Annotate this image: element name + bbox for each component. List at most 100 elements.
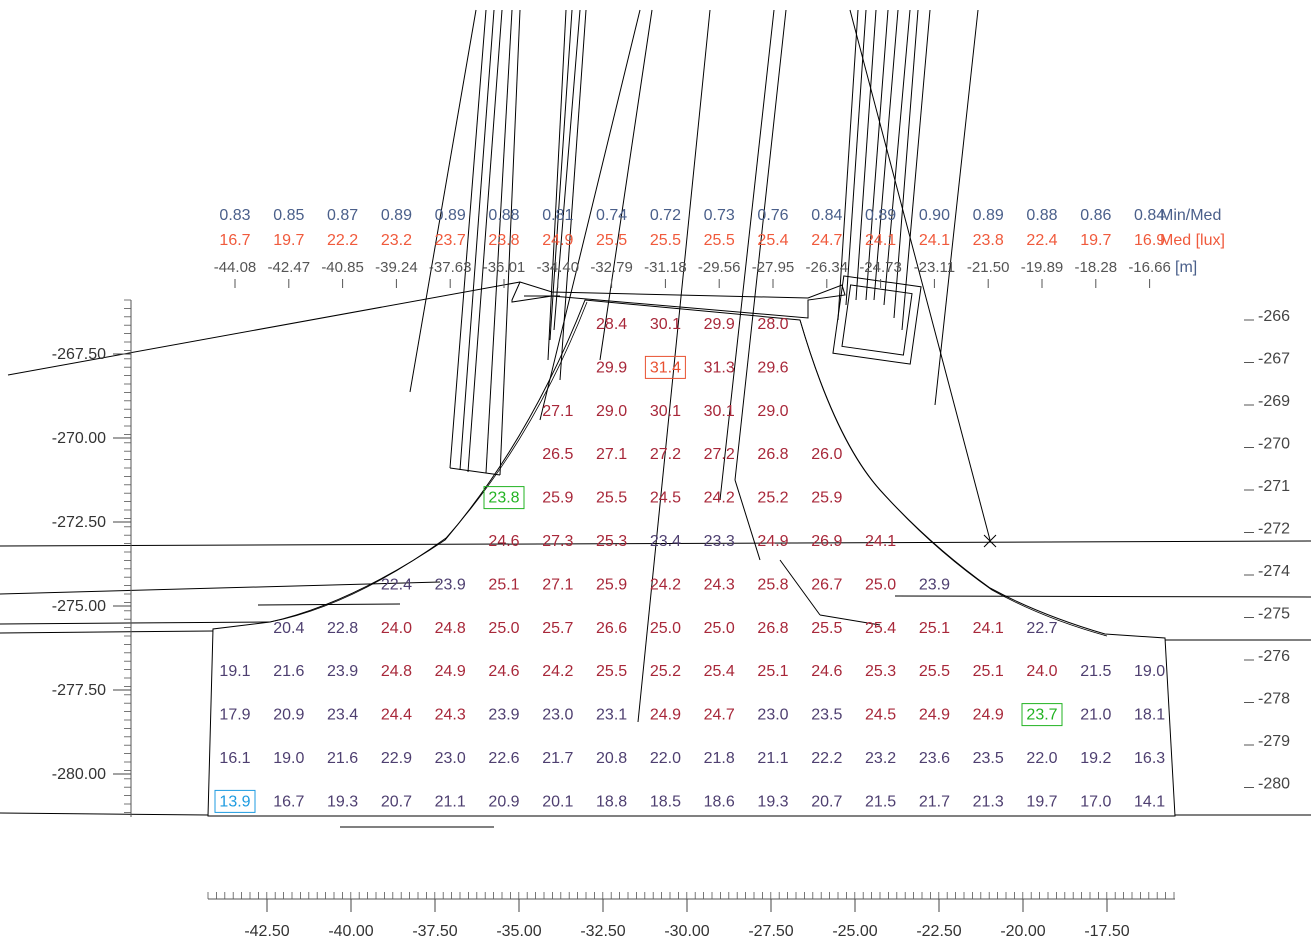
bottom-tick-label: -20.00 [1000,923,1045,940]
ratio-value: 0.74 [596,207,627,224]
median-value: 25.5 [704,232,735,249]
grid-value: 22.4 [381,576,412,593]
structure-outline [511,281,846,319]
grid-value: 25.2 [757,490,788,507]
x-position-value: -24.73 [859,259,902,276]
left-tick-label: -275.00 [52,598,106,615]
grid-value: 25.9 [596,576,627,593]
grid-value: 26.6 [596,620,627,637]
grid-value: 22.7 [1026,620,1057,637]
grid-value: 23.4 [327,707,358,724]
x-position-value: -32.79 [590,259,633,276]
grid-value: 25.4 [704,663,735,680]
right-tick-label: -271 [1258,478,1290,495]
grid-value: 13.9 [219,793,250,810]
median-value: 19.7 [273,232,304,249]
left-tick-label: -277.50 [52,682,106,699]
grid-value: 22.9 [381,750,412,767]
bottom-tick-label: -42.50 [244,923,289,940]
x-position-value: -37.63 [429,259,472,276]
grid-value: 22.0 [650,750,681,767]
grid-value: 18.5 [650,793,681,810]
ratio-value: 0.73 [704,207,735,224]
x-position-value: -23.11 [914,259,955,276]
ratio-value: 0.72 [650,207,681,224]
grid-value: 27.1 [542,576,573,593]
ratio-value: 0.89 [973,207,1004,224]
bottom-tick-label: -40.00 [328,923,373,940]
median-value: 25.5 [650,232,681,249]
grid-value: 29.0 [757,403,788,420]
ratio-value: 0.89 [865,207,896,224]
grid-value: 24.9 [919,707,950,724]
grid-value: 23.9 [488,707,519,724]
grid-value: 24.6 [811,663,842,680]
grid-value: 24.4 [381,707,412,724]
grid-value: 20.8 [596,750,627,767]
grid-value: 21.0 [1080,707,1111,724]
grid-value: 25.1 [757,663,788,680]
unit-label: [m] [1175,259,1197,276]
median-value: 16.9 [1134,232,1165,249]
median-value: 25.5 [596,232,627,249]
grid-value: 21.7 [919,793,950,810]
grid-value: 28.4 [596,316,627,333]
x-position-value: -19.89 [1021,259,1064,276]
grid-value: 23.5 [973,750,1004,767]
grid-value: 16.1 [219,750,250,767]
grid-value: 25.1 [488,576,519,593]
ratio-value: 0.87 [327,207,358,224]
median-value: 24.9 [542,232,573,249]
grid-value: 22.6 [488,750,519,767]
grid-value: 21.1 [757,750,788,767]
median-value: 24.1 [865,232,896,249]
grid-value: 17.0 [1080,793,1111,810]
ratio-value: 0.83 [219,207,250,224]
grid-value: 25.0 [488,620,519,637]
grid-value: 25.5 [596,490,627,507]
grid-value: 25.0 [650,620,681,637]
grid-value: 26.5 [542,446,573,463]
x-position-value: -40.85 [321,259,364,276]
grid-value: 18.1 [1134,707,1165,724]
grid-value: 27.2 [704,446,735,463]
grid-value: 24.7 [704,707,735,724]
grid-value: 27.3 [542,533,573,550]
grid-value: 24.3 [435,707,466,724]
grid-value: 24.9 [757,533,788,550]
ratio-value: 0.76 [757,207,788,224]
grid-value: 19.0 [273,750,304,767]
left-tick-label: -272.50 [52,514,106,531]
grid-value: 24.8 [435,620,466,637]
grid-value: 24.6 [488,663,519,680]
right-tick-label: -266 [1258,308,1290,325]
right-tick-label: -275 [1258,606,1290,623]
highlight-box-local [1021,703,1063,727]
grid-value: 20.4 [273,620,304,637]
median-value: 24.1 [919,232,950,249]
grid-value: 24.9 [650,707,681,724]
median-value: 24.7 [811,232,842,249]
right-tick-label: -278 [1258,691,1290,708]
grid-value: 24.0 [1026,663,1057,680]
grid-value: 25.9 [542,490,573,507]
grid-value: 21.7 [542,750,573,767]
grid-value: 26.8 [757,446,788,463]
median-value: 22.4 [1026,232,1057,249]
median-value: 23.8 [488,232,519,249]
grid-value: 25.7 [542,620,573,637]
median-label: Med [lux] [1160,232,1225,249]
ratio-value: 0.84 [811,207,842,224]
median-value: 23.2 [381,232,412,249]
grid-value: 22.2 [811,750,842,767]
grid-value: 23.9 [919,576,950,593]
right-tick-label: -280 [1258,776,1290,793]
highlight-box-max [644,355,686,379]
grid-value: 29.9 [704,316,735,333]
grid-value: 23.2 [865,750,896,767]
ratio-label: Min/Med [1160,207,1221,224]
grid-value: 21.8 [704,750,735,767]
right-tick-label: -272 [1258,521,1290,538]
grid-value: 19.3 [757,793,788,810]
grid-value: 27.2 [650,446,681,463]
